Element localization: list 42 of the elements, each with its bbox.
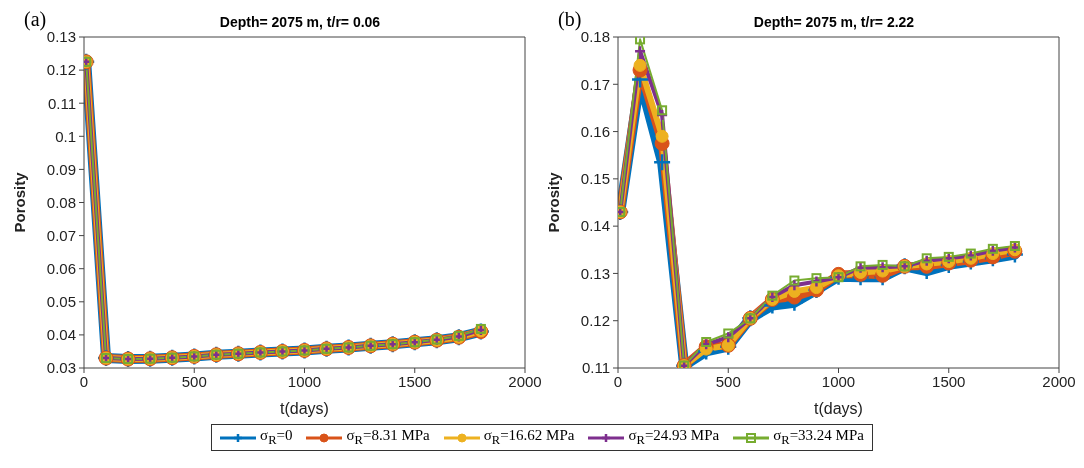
chart-title: Depth= 2075 m, t/r= 2.22 — [752, 14, 916, 30]
y-tick-label: 0.13 — [580, 264, 610, 282]
x-tick-label: 2000 — [508, 372, 542, 390]
x-axis-title: t(days) — [814, 400, 863, 417]
x-axis-title: t(days) — [280, 400, 329, 417]
y-tick-label: 0.16 — [580, 122, 610, 140]
y-tick-label: 0.18 — [580, 28, 610, 46]
x-tick-label: 1000 — [821, 372, 856, 390]
legend-label: σ$_{R}$=16.62 MPa — [483, 427, 575, 448]
chart-title: Depth= 2075 m, t/r= 0.06 — [218, 14, 382, 30]
y-tick-label: 0.06 — [46, 260, 76, 278]
x-tick-label: 500 — [181, 372, 207, 390]
y-tick-label: 0.13 — [46, 28, 76, 46]
x-tick-label: 1000 — [287, 372, 322, 390]
x-tick-label: 2000 — [1042, 372, 1076, 390]
y-tick-label: 0.11 — [581, 359, 610, 377]
y-tick-label: 0.05 — [46, 293, 76, 311]
legend-label: σ$_{R}$=24.93 MPa — [628, 427, 720, 448]
x-tick-label: 500 — [715, 372, 741, 390]
y-tick-label: 0.09 — [46, 160, 76, 178]
legend-label: σ$_{R}$=0 — [260, 427, 293, 448]
y-tick-label: 0.12 — [46, 61, 76, 79]
x-tick-label: 0 — [613, 372, 623, 390]
x-tick-label: 0 — [79, 372, 89, 390]
y-tick-label: 0.15 — [580, 170, 610, 188]
y-tick-label: 0.17 — [580, 75, 610, 93]
y-tick-label: 0.08 — [46, 193, 76, 211]
y-tick-label: 0.11 — [47, 94, 76, 112]
y-axis-title: Porosity — [11, 171, 29, 233]
text: (b) — [558, 8, 582, 31]
y-tick-label: 0.07 — [46, 226, 76, 244]
y-tick-label: 0.12 — [580, 312, 610, 330]
x-tick-label: 1500 — [398, 372, 432, 390]
y-tick-label: 0.03 — [46, 359, 76, 377]
y-tick-label: 0.04 — [46, 326, 76, 344]
x-tick-label: 1500 — [932, 372, 966, 390]
legend-label: σ$_{R}$=33.24 MPa — [773, 427, 864, 448]
y-tick-label: 0.1 — [55, 127, 76, 145]
y-tick-label: 0.14 — [580, 217, 610, 235]
legend-label: σ$_{R}$=8.31 MPa — [346, 427, 430, 448]
y-axis-title: Porosity — [545, 171, 563, 233]
text: (a) — [24, 8, 47, 31]
